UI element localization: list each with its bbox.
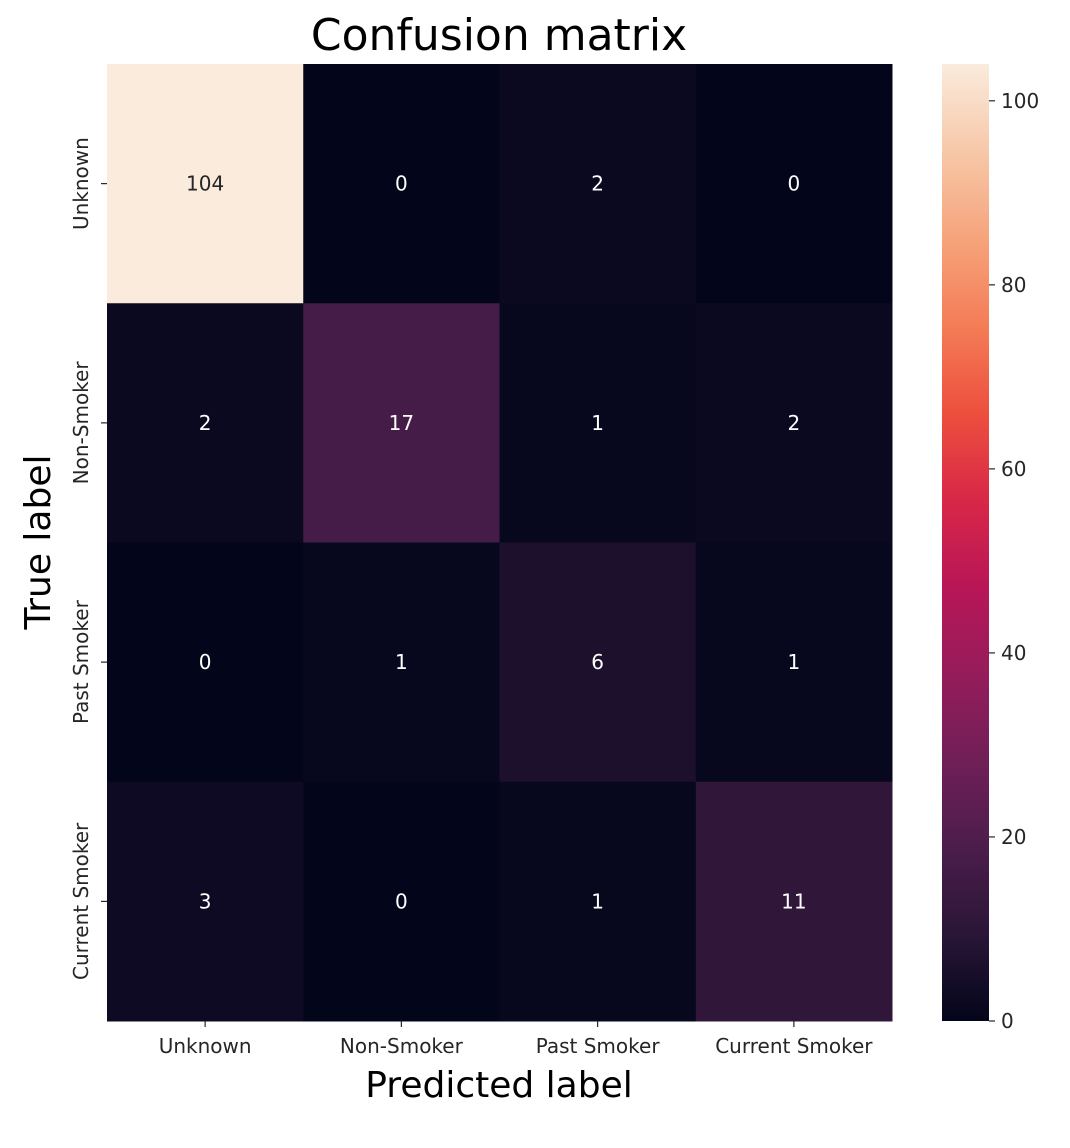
cell-value-label: 0 [395, 889, 408, 913]
cell-value-label: 1 [591, 889, 604, 913]
cell-value-label: 17 [389, 411, 414, 435]
heatmap-cell [303, 64, 500, 304]
heatmap-cell [499, 542, 697, 783]
heatmap-cell [499, 64, 697, 304]
heatmap-cell-labels: 104 0 2 02 17 1 20 1 6 13 0 1 11 [186, 172, 807, 914]
heatmap-cell [107, 542, 304, 783]
cell-value-label: 1 [788, 650, 801, 674]
heatmap-cell [107, 303, 304, 543]
cell-value-label: 1 [591, 411, 604, 435]
colorbar-tick-label: 100 [1001, 89, 1039, 113]
y-tick-label: Current Smoker [69, 822, 93, 980]
cell-value-label: 0 [395, 172, 408, 196]
colorbar-tick-label: 20 [1001, 825, 1026, 849]
heatmap-cell [107, 781, 304, 1022]
heatmap-cell [107, 64, 304, 304]
heatmap-cell [695, 781, 893, 1022]
cell-value-label: 3 [199, 889, 212, 913]
cell-value-label: 2 [199, 411, 212, 435]
x-axis-label: Predicted label [365, 1065, 633, 1106]
x-tick-label: Current Smoker [715, 1034, 873, 1058]
heatmap-cell [303, 542, 500, 783]
cell-value-label: 1 [395, 650, 408, 674]
heatmap-cell [303, 781, 500, 1022]
heatmap-cell [499, 781, 697, 1022]
x-tick-label: Unknown [159, 1034, 252, 1058]
heatmap-cells [107, 64, 893, 1022]
cell-value-label: 0 [199, 650, 212, 674]
cell-value-label: 0 [788, 172, 801, 196]
colorbar-tick-label: 0 [1001, 1009, 1014, 1033]
x-tick-label: Non-Smoker [340, 1034, 464, 1058]
colorbar-tick-label: 40 [1001, 641, 1026, 665]
cell-value-label: 11 [781, 889, 806, 913]
x-axis-ticks: Unknown Non-Smoker Past Smoker Current Smok… [159, 1021, 873, 1058]
chart-title: Confusion matrix [311, 10, 687, 61]
colorbar-tick-label: 60 [1001, 457, 1026, 481]
x-tick-label: Past Smoker [536, 1034, 661, 1058]
y-axis-ticks: Unknown Non-Smoker Past Smoker Current Smok… [69, 137, 107, 980]
heatmap-cell [695, 303, 893, 543]
y-axis-label: True label [18, 455, 59, 631]
heatmap-cell [499, 303, 697, 543]
cell-value-label: 104 [186, 172, 224, 196]
heatmap-cell [695, 64, 893, 304]
heatmap-cell [303, 303, 500, 543]
colorbar [942, 64, 989, 1021]
y-tick-label: Past Smoker [69, 599, 93, 724]
colorbar-ticks: 0 20 40 60 80 100 [989, 89, 1039, 1033]
cell-value-label: 2 [788, 411, 801, 435]
cell-value-label: 6 [591, 650, 604, 674]
heatmap-cell [695, 542, 893, 783]
cell-value-label: 2 [591, 172, 604, 196]
colorbar-tick-label: 80 [1001, 273, 1026, 297]
y-tick-label: Non-Smoker [69, 361, 93, 485]
y-tick-label: Unknown [69, 137, 93, 230]
